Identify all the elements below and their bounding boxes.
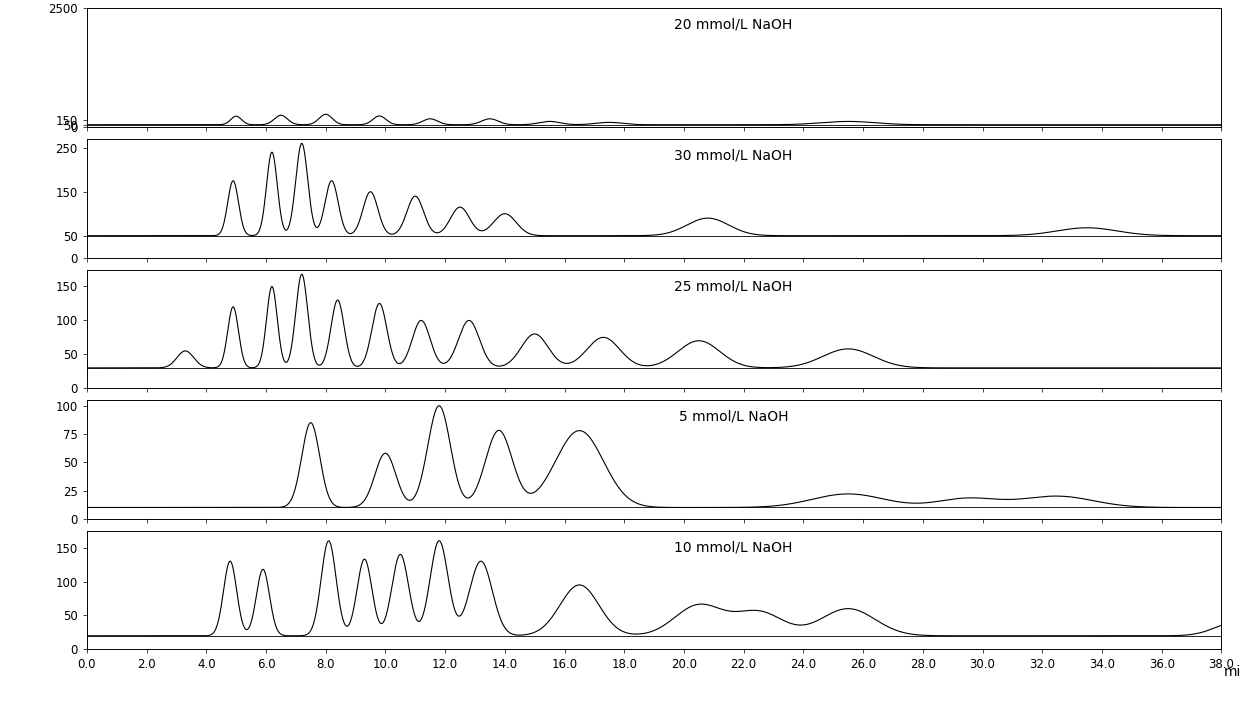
Text: 20 mmol/L NaOH: 20 mmol/L NaOH — [675, 18, 792, 32]
Text: 5 mmol/L NaOH: 5 mmol/L NaOH — [678, 409, 789, 423]
Text: 10 mmol/L NaOH: 10 mmol/L NaOH — [675, 540, 792, 554]
Text: min: min — [1224, 665, 1240, 679]
Text: 30 mmol/L NaOH: 30 mmol/L NaOH — [675, 149, 792, 162]
Text: 25 mmol/L NaOH: 25 mmol/L NaOH — [675, 279, 792, 293]
